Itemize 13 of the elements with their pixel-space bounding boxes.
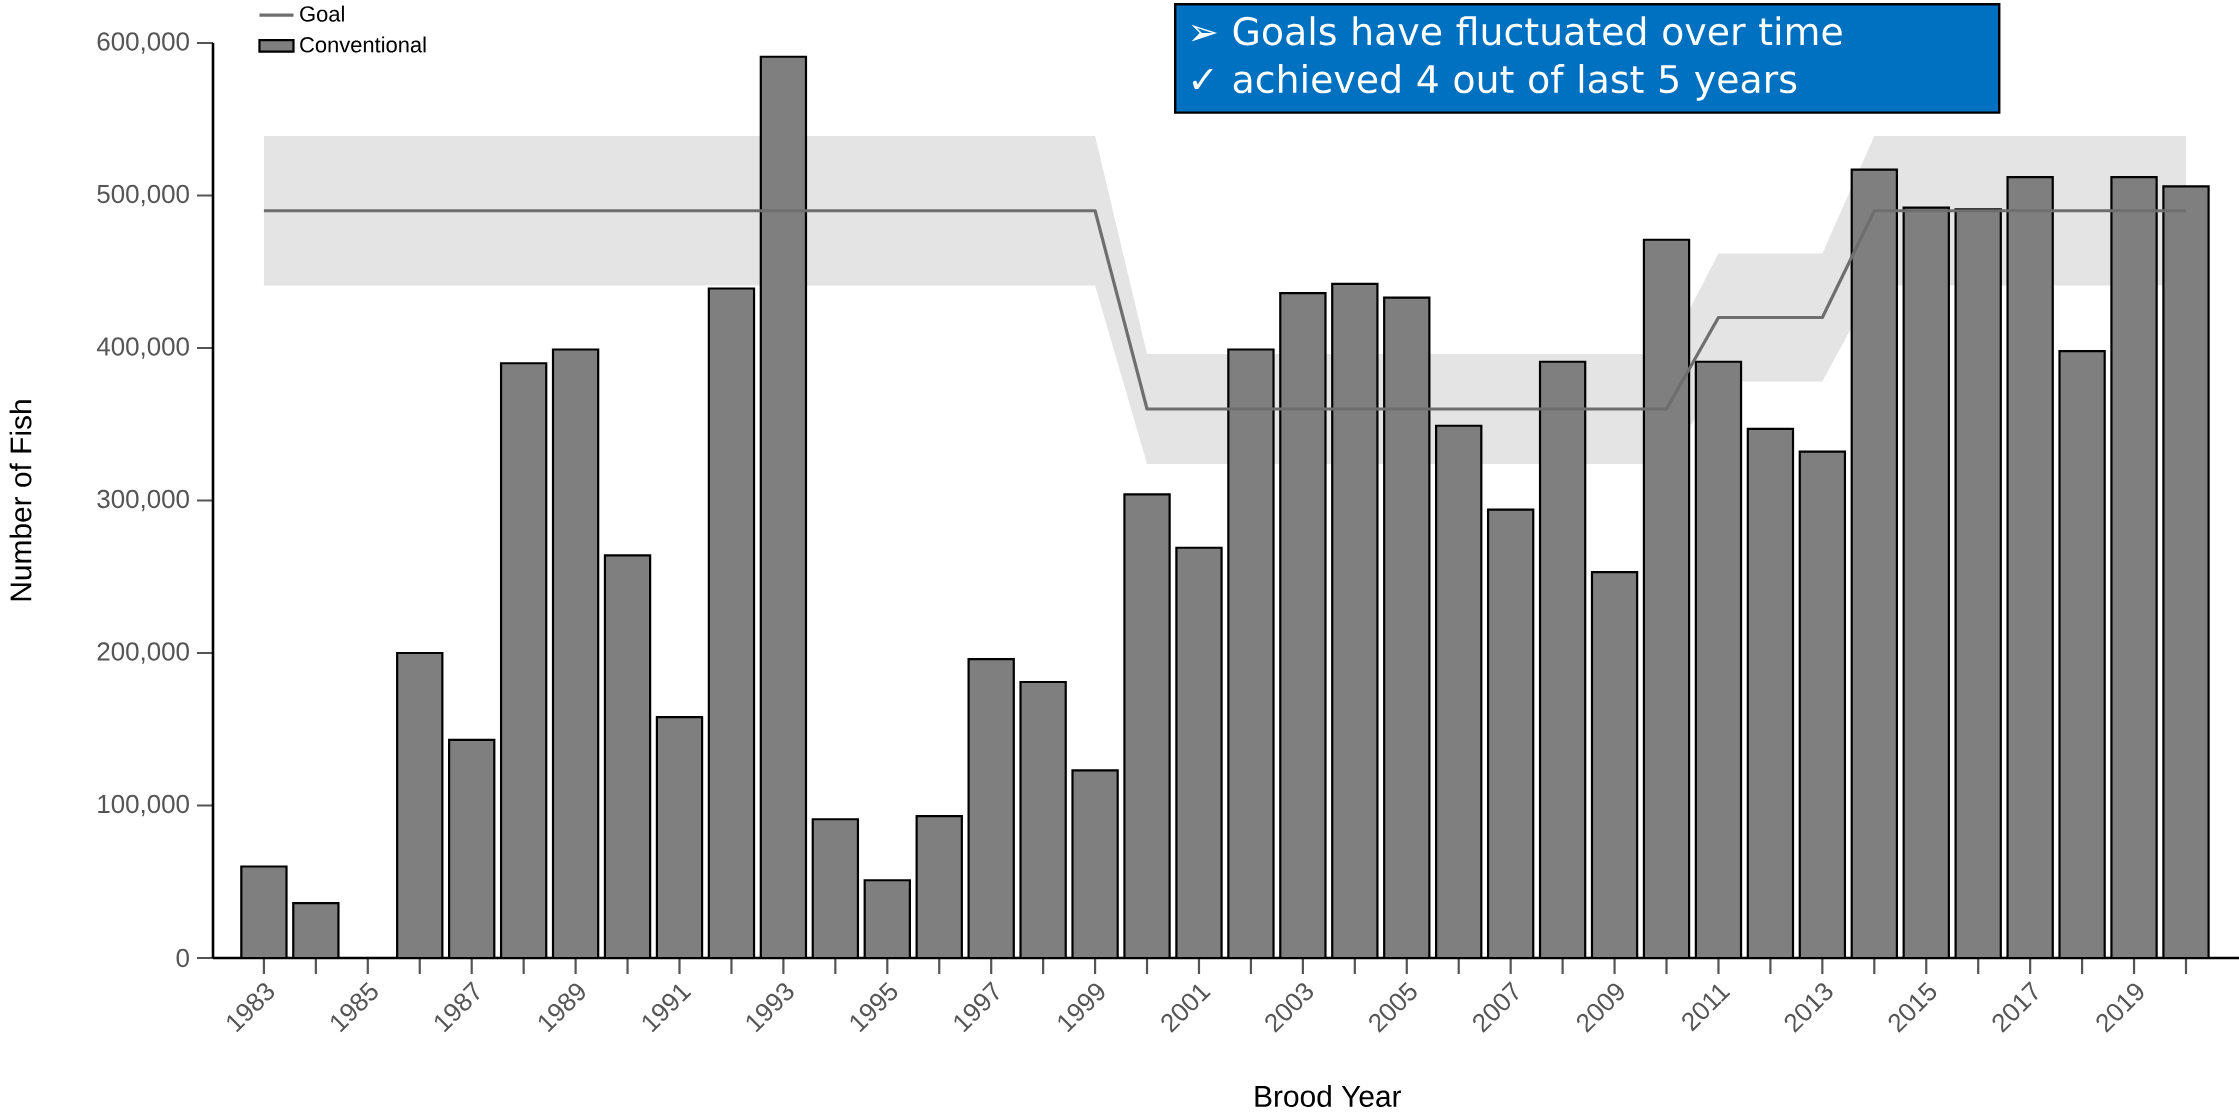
y-tick-label: 300,000 xyxy=(97,489,189,512)
y-tick-label: 500,000 xyxy=(97,184,189,207)
y-tick-label: 600,000 xyxy=(97,32,189,54)
y-tick-label: 400,000 xyxy=(96,337,189,359)
y-tick-label: 0 xyxy=(176,948,189,968)
y-tick-label: 100,000 xyxy=(98,794,189,817)
annotation: ✓ achieved 4 out of last 5 years xyxy=(1192,64,1797,101)
y-tick-label: 200,000 xyxy=(97,642,189,664)
annotation: ➢ Goals have fluctuated over time xyxy=(1191,16,1842,46)
legend-label: Conventional xyxy=(300,36,426,53)
legend-label: Goal xyxy=(300,5,344,22)
x-axis-title: Brood Year xyxy=(1255,1085,1402,1107)
y-axis-title: Number of Fish xyxy=(9,400,32,601)
